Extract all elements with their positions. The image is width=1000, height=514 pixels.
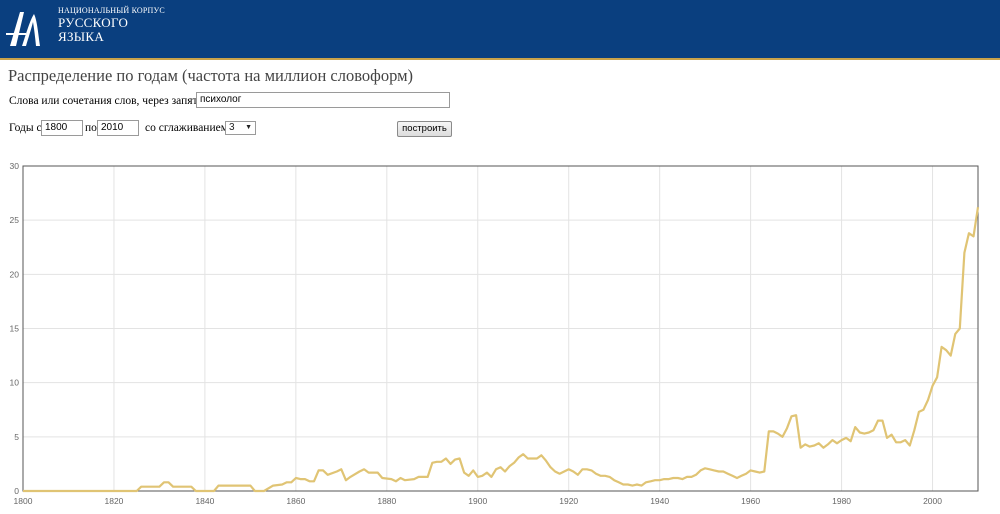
smoothing-select[interactable]: 3 ▼ bbox=[225, 121, 256, 135]
dropdown-arrow-icon: ▼ bbox=[245, 124, 252, 131]
x-tick-label: 1940 bbox=[650, 496, 669, 506]
frequency-chart: 0 5 10 15 20 25 30 1800 1820 1840 1860 1880 1900 1920… bbox=[10, 161, 980, 506]
series-line bbox=[23, 207, 980, 493]
x-tick-label: 1820 bbox=[104, 496, 123, 506]
chart-tick-labels: 0 5 10 15 20 25 30 1800 1820 1840 1860 1880 1900 1920… bbox=[10, 161, 943, 506]
smoothing-label: со сглаживанием bbox=[145, 122, 228, 134]
x-tick-label: 1960 bbox=[741, 496, 760, 506]
years-to-label: по bbox=[85, 122, 97, 134]
logo-small-text: НАЦИОНАЛЬНЫЙ КОРПУС bbox=[58, 6, 165, 15]
x-tick-label: 1920 bbox=[559, 496, 578, 506]
x-tick-label: 1840 bbox=[195, 496, 214, 506]
logo-line2: ЯЗЫКА bbox=[58, 29, 105, 45]
x-tick-label: 1900 bbox=[468, 496, 487, 506]
site-header: НАЦИОНАЛЬНЫЙ КОРПУС РУССКОГО ЯЗЫКА bbox=[0, 0, 1000, 60]
years-from-label: Годы с bbox=[9, 122, 42, 134]
corpus-logo-icon[interactable] bbox=[4, 6, 46, 52]
y-tick-label: 0 bbox=[14, 486, 19, 496]
y-tick-label: 5 bbox=[14, 432, 19, 442]
chart-grid bbox=[22, 165, 979, 492]
logo-line1: РУССКОГО bbox=[58, 14, 129, 30]
x-tick-label: 1880 bbox=[377, 496, 396, 506]
y-tick-label: 10 bbox=[10, 378, 20, 388]
words-input[interactable]: психолог bbox=[196, 92, 450, 108]
plot-frame bbox=[22, 165, 979, 492]
x-tick-label: 1860 bbox=[286, 496, 305, 506]
logo-text[interactable]: НАЦИОНАЛЬНЫЙ КОРПУС РУССКОГО ЯЗЫКА bbox=[58, 6, 165, 45]
y-tick-label: 30 bbox=[10, 161, 20, 171]
words-label: Слова или сочетания слов, через запятую: bbox=[9, 95, 215, 107]
y-tick-label: 25 bbox=[10, 215, 20, 225]
x-tick-label: 2000 bbox=[923, 496, 942, 506]
x-tick-label: 1800 bbox=[14, 496, 33, 506]
y-tick-label: 20 bbox=[10, 269, 20, 279]
x-tick-label: 1980 bbox=[832, 496, 851, 506]
year-to-input[interactable]: 2010 bbox=[97, 120, 139, 136]
build-button[interactable]: построить bbox=[397, 121, 452, 137]
smoothing-value: 3 bbox=[229, 122, 235, 133]
chart-series bbox=[23, 207, 980, 493]
year-from-input[interactable]: 1800 bbox=[41, 120, 83, 136]
y-tick-label: 15 bbox=[10, 324, 20, 334]
page-title: Распределение по годам (частота на милли… bbox=[8, 66, 414, 85]
